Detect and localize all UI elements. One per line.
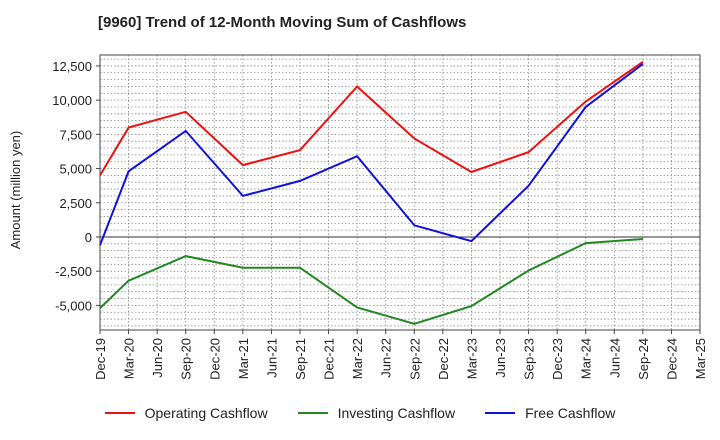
x-tick-label: Dec-24 — [664, 338, 679, 380]
x-tick-label: Dec-23 — [550, 338, 565, 380]
investing-cashflow-line — [99, 238, 643, 325]
x-tick-label: Sep-20 — [179, 338, 194, 380]
y-tick-label: 2,500 — [59, 196, 92, 211]
legend-label: Free Cashflow — [525, 405, 616, 421]
x-tick-label: Dec-20 — [207, 338, 222, 380]
legend-swatch — [485, 412, 516, 414]
x-tick-label: Sep-22 — [407, 338, 422, 380]
legend-item-free-cashflow: Free Cashflow — [485, 405, 615, 421]
x-tick-label: Jun-22 — [379, 338, 394, 378]
x-tick-label: Mar-20 — [122, 338, 137, 379]
y-tick-label: 12,500 — [52, 59, 92, 74]
x-tick-label: Jun-24 — [607, 338, 622, 378]
y-tick-label: 5,000 — [59, 162, 92, 177]
x-tick-label: Dec-21 — [322, 338, 337, 380]
legend-label: Investing Cashflow — [337, 405, 456, 421]
y-tick-label: 10,000 — [52, 93, 92, 108]
operating-cashflow-line — [99, 60, 644, 176]
x-tick-label: Jun-21 — [264, 338, 279, 378]
y-tick-label: -2,500 — [55, 264, 92, 279]
x-tick-label: Mar-23 — [464, 338, 479, 379]
chart-title: [9960] Trend of 12-Month Moving Sum of C… — [98, 14, 467, 31]
x-tick-label: Dec-22 — [436, 338, 451, 380]
x-tick-label: Sep-23 — [522, 338, 537, 380]
x-tick-label: Mar-24 — [579, 338, 594, 379]
legend-item-operating-cashflow: Operating Cashflow — [104, 405, 268, 421]
legend-label: Operating Cashflow — [144, 405, 268, 421]
x-tick-label: Dec-19 — [93, 338, 108, 380]
legend-item-investing-cashflow: Investing Cashflow — [297, 405, 456, 421]
line-chart: Amount (million yen) 12,500 10,000 7,500 5,… — [8, 54, 708, 380]
free-cashflow-line — [99, 63, 644, 246]
y-tick-label: 7,500 — [59, 127, 92, 142]
x-tick-label: Mar-25 — [693, 338, 708, 379]
x-tick-label: Mar-22 — [350, 338, 365, 379]
x-tick-label: Jun-20 — [150, 338, 165, 378]
legend-swatch — [104, 412, 135, 414]
x-tick-label: Mar-21 — [236, 338, 251, 379]
x-tick-label: Sep-21 — [293, 338, 308, 380]
y-tick-label: -5,000 — [55, 298, 92, 313]
legend-swatch — [297, 412, 328, 414]
x-tick-label: Jun-23 — [493, 338, 508, 378]
y-axis-label: Amount (million yen) — [8, 131, 23, 250]
x-tick-label: Sep-24 — [636, 338, 651, 380]
plot-frame — [99, 54, 701, 331]
y-tick-label: 0 — [85, 230, 92, 245]
legend: Operating Cashflow Investing Cashflow Free… — [0, 405, 720, 421]
